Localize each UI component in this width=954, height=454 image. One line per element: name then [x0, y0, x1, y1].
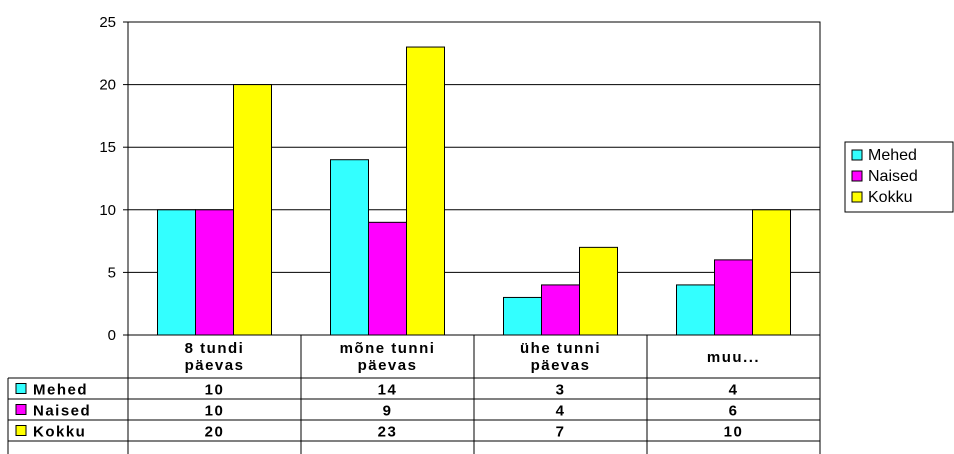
table-cell: 6 — [729, 403, 739, 420]
bar-kokku — [406, 46, 445, 336]
bar-naised — [195, 209, 234, 336]
bar-naised — [541, 284, 580, 336]
legend-key — [851, 191, 863, 203]
category-label: 8 tundi — [185, 340, 245, 357]
table-cell: 10 — [205, 403, 225, 420]
table-cell: 7 — [556, 424, 566, 441]
category-label: muu... — [707, 349, 760, 366]
table-legend-key — [15, 383, 27, 394]
category-label: päevas — [185, 357, 245, 374]
table-row-label: Naised — [33, 403, 91, 420]
table-cell: 9 — [383, 403, 393, 420]
legend: Mehed Naised Kokku — [844, 141, 954, 213]
bar-mehed — [503, 296, 542, 336]
bar-mehed — [330, 159, 369, 336]
table-cell: 10 — [205, 382, 225, 399]
table-row-label: Mehed — [33, 382, 88, 399]
table-legend-key — [15, 404, 27, 415]
legend-label: Mehed — [868, 147, 917, 164]
table-legend-key — [15, 425, 27, 436]
y-tick-label: 20 — [99, 77, 116, 94]
bar-mehed — [157, 209, 196, 336]
legend-label: Naised — [868, 168, 918, 185]
y-tick-label: 25 — [99, 14, 116, 31]
y-tick-label: 5 — [108, 264, 116, 281]
bar-kokku — [233, 84, 272, 336]
table-cell: 4 — [729, 382, 739, 399]
table-row-label: Kokku — [33, 424, 86, 441]
y-tick-label: 15 — [99, 139, 116, 156]
bar-kokku — [579, 246, 618, 336]
legend-key — [851, 149, 863, 161]
bars — [157, 46, 791, 336]
category-label: päevas — [531, 357, 591, 374]
bar-naised — [714, 259, 753, 336]
category-label: ühe tunni — [520, 340, 601, 357]
table-cell: 14 — [378, 382, 398, 399]
bar-kokku — [752, 209, 791, 336]
table-cell: 3 — [556, 382, 566, 399]
bar-naised — [368, 221, 407, 336]
y-tick-label: 0 — [108, 327, 116, 344]
table-cell: 20 — [205, 424, 225, 441]
bar-mehed — [676, 284, 715, 336]
y-axis-ticks: 0 5 10 15 20 25 — [99, 14, 128, 344]
legend-key — [851, 170, 863, 182]
table-cell: 23 — [378, 424, 398, 441]
y-tick-label: 10 — [99, 202, 116, 219]
category-label: mõne tunni — [340, 340, 436, 357]
category-label: päevas — [358, 357, 418, 374]
table-cell: 4 — [556, 403, 566, 420]
table-cell: 10 — [724, 424, 744, 441]
legend-label: Kokku — [868, 189, 912, 206]
legend-box — [844, 141, 954, 213]
